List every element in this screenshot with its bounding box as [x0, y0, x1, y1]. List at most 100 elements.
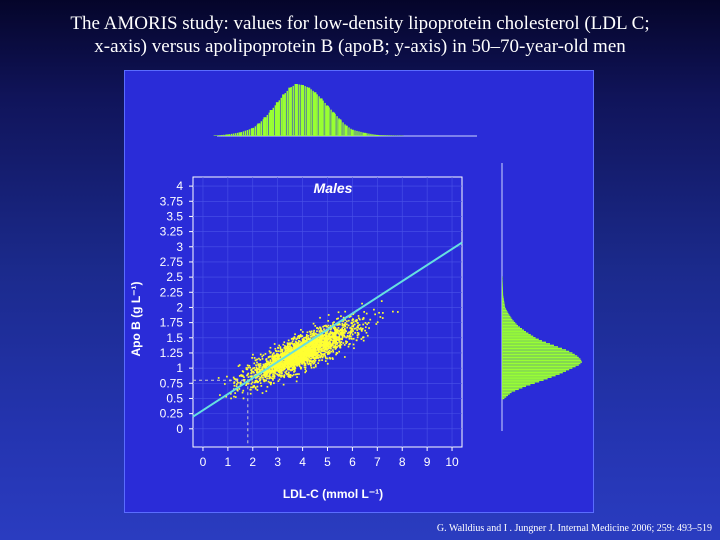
y-tick-label: 4 [176, 179, 183, 193]
data-point [278, 344, 281, 347]
x-histogram-bar [294, 84, 298, 136]
data-point [317, 345, 320, 348]
data-point [312, 322, 315, 325]
data-point [303, 346, 306, 349]
data-point [333, 334, 336, 337]
data-point [316, 330, 318, 332]
data-point [295, 338, 298, 341]
x-histogram-fill [280, 97, 282, 136]
data-point [301, 351, 303, 354]
regression-line-group [192, 241, 463, 418]
y-histogram-bar [502, 327, 522, 330]
data-point [314, 346, 317, 348]
data-point [313, 358, 316, 361]
x-histogram-fill [230, 133, 233, 136]
data-point [341, 329, 344, 331]
data-point [252, 367, 254, 370]
data-point [303, 337, 305, 339]
data-point [299, 360, 302, 363]
data-point [319, 351, 322, 354]
data-point [289, 376, 292, 379]
y-tick-label: 0.5 [166, 391, 183, 405]
y-histogram-bar [502, 397, 505, 400]
data-point [274, 361, 277, 364]
data-point [302, 355, 305, 357]
data-point [223, 383, 226, 385]
data-point [320, 330, 323, 333]
data-point [334, 334, 337, 336]
data-point [327, 350, 330, 353]
y-tick-label: 1.5 [166, 331, 183, 345]
reference-lines [193, 379, 249, 447]
data-point [349, 333, 352, 335]
data-point [378, 311, 380, 314]
data-point [280, 375, 282, 378]
data-point [286, 352, 289, 354]
data-point [316, 333, 318, 336]
data-point [364, 326, 367, 329]
y-histogram-bar [502, 288, 503, 290]
data-point [307, 363, 310, 366]
data-point [309, 333, 312, 336]
data-point [307, 344, 310, 347]
data-point [253, 371, 255, 374]
data-point [271, 358, 274, 361]
data-point [310, 353, 312, 356]
data-point [252, 386, 254, 389]
x-histogram-fill [344, 124, 346, 136]
data-point [302, 361, 305, 364]
data-point [324, 346, 327, 349]
x-histogram-fill [310, 89, 312, 136]
data-point [247, 376, 250, 379]
data-point [290, 356, 292, 359]
x-axis-label: LDL-C (mmol L⁻¹) [283, 487, 383, 501]
data-point [279, 374, 282, 377]
data-point [254, 373, 257, 376]
x-histogram-fill [356, 130, 358, 136]
data-point [268, 371, 271, 373]
x-histogram-fill [258, 123, 261, 136]
data-point [268, 350, 271, 353]
data-point [298, 357, 300, 360]
data-point [282, 383, 285, 386]
data-point [337, 344, 340, 347]
data-point [328, 337, 331, 340]
x-histogram-fill [220, 134, 223, 136]
data-point [286, 362, 289, 365]
data-point [253, 381, 256, 384]
data-point [342, 326, 345, 328]
data-point [304, 366, 307, 369]
data-point [277, 357, 280, 360]
x-histogram-fill [292, 85, 294, 136]
data-point [357, 322, 359, 324]
data-point [259, 378, 262, 381]
data-point [271, 361, 274, 364]
data-point [312, 349, 315, 352]
x-histogram-fill [352, 129, 354, 136]
data-point [273, 358, 275, 361]
data-point [299, 340, 301, 343]
x-tick-label: 6 [349, 455, 356, 469]
data-point [381, 317, 384, 319]
data-point [303, 338, 305, 341]
data-point [324, 332, 327, 335]
data-point [290, 348, 292, 350]
data-point [308, 348, 311, 351]
data-point [316, 355, 319, 357]
data-point [312, 362, 315, 365]
x-histogram-fill [384, 135, 386, 136]
data-point [283, 374, 286, 376]
data-point [272, 375, 275, 378]
data-point [315, 346, 318, 349]
data-point [357, 326, 359, 329]
data-point [263, 373, 266, 376]
data-point [313, 357, 316, 359]
data-point [309, 354, 312, 357]
x-histogram-fill [260, 121, 263, 136]
data-point [322, 325, 324, 328]
data-point [287, 350, 290, 353]
data-point [277, 347, 279, 349]
data-point [327, 343, 330, 346]
y-tick-label: 1.75 [160, 316, 184, 330]
y-histogram-bar [502, 347, 562, 350]
